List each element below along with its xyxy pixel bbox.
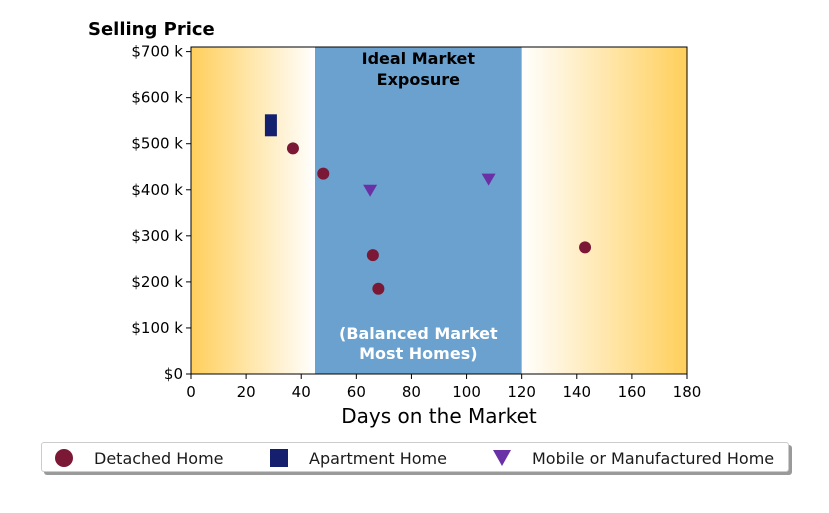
- x-tick-label: 100: [452, 383, 481, 401]
- x-tick-label: 60: [347, 383, 366, 401]
- band-top-label-line-2: Exposure: [377, 70, 461, 89]
- detached-home-point: [579, 241, 592, 254]
- y-tick-label: $300 k: [131, 227, 183, 245]
- apartment-home-point: [264, 114, 277, 137]
- x-axis: 0 20 40 60 80 100 120 140 160 180: [186, 374, 701, 401]
- band-bottom-label-line-1: (Balanced Market: [339, 324, 498, 343]
- legend-label-detached: Detached Home: [94, 448, 224, 468]
- circle-marker-icon: [55, 449, 73, 467]
- y-tick-label: $700 k: [131, 43, 183, 61]
- detached-home-point: [317, 167, 330, 180]
- band-bottom-label-line-2: Most Homes): [359, 344, 477, 363]
- scatter-plot: Selling Price Ideal Market Exposure (Bal…: [88, 19, 701, 428]
- y-tick-label: $200 k: [131, 273, 183, 291]
- square-marker-icon: [270, 449, 288, 467]
- mobile-home-point: [481, 173, 496, 186]
- x-tick-label: 160: [618, 383, 647, 401]
- x-tick-label: 20: [237, 383, 256, 401]
- x-axis-label: Days on the Market: [341, 404, 537, 428]
- detached-home-point: [372, 282, 385, 295]
- chart-title: Selling Price: [88, 19, 215, 40]
- triangle-down-marker-icon: [493, 450, 511, 466]
- y-tick-label: $600 k: [131, 89, 183, 107]
- x-tick-label: 180: [673, 383, 702, 401]
- y-tick-label: $500 k: [131, 135, 183, 153]
- x-tick-label: 0: [186, 383, 196, 401]
- x-tick-label: 40: [292, 383, 311, 401]
- x-tick-label: 80: [402, 383, 421, 401]
- y-tick-label: $0: [164, 365, 183, 383]
- ideal-exposure-band: [315, 47, 522, 374]
- mobile-home-point: [363, 184, 378, 197]
- legend-item-apartment: Apartment Home: [269, 443, 447, 473]
- band-top-label-line-1: Ideal Market: [362, 49, 476, 68]
- legend-item-detached: Detached Home: [54, 443, 224, 473]
- x-tick-label: 140: [562, 383, 591, 401]
- y-tick-label: $400 k: [131, 181, 183, 199]
- y-axis: $0 $100 k $200 k $300 k $400 k $500 k $600 k $7…: [131, 43, 191, 383]
- legend-label-mobile: Mobile or Manufactured Home: [532, 448, 775, 468]
- y-tick-label: $100 k: [131, 319, 183, 337]
- detached-home-point: [366, 249, 379, 262]
- legend: Detached Home Apartment Home Mobile or M…: [41, 442, 789, 472]
- detached-home-point: [286, 142, 299, 155]
- plot-frame: [190, 46, 688, 375]
- legend-label-apartment: Apartment Home: [309, 448, 447, 468]
- legend-item-mobile: Mobile or Manufactured Home: [492, 443, 774, 473]
- data-points: [264, 114, 592, 295]
- x-tick-label: 120: [507, 383, 536, 401]
